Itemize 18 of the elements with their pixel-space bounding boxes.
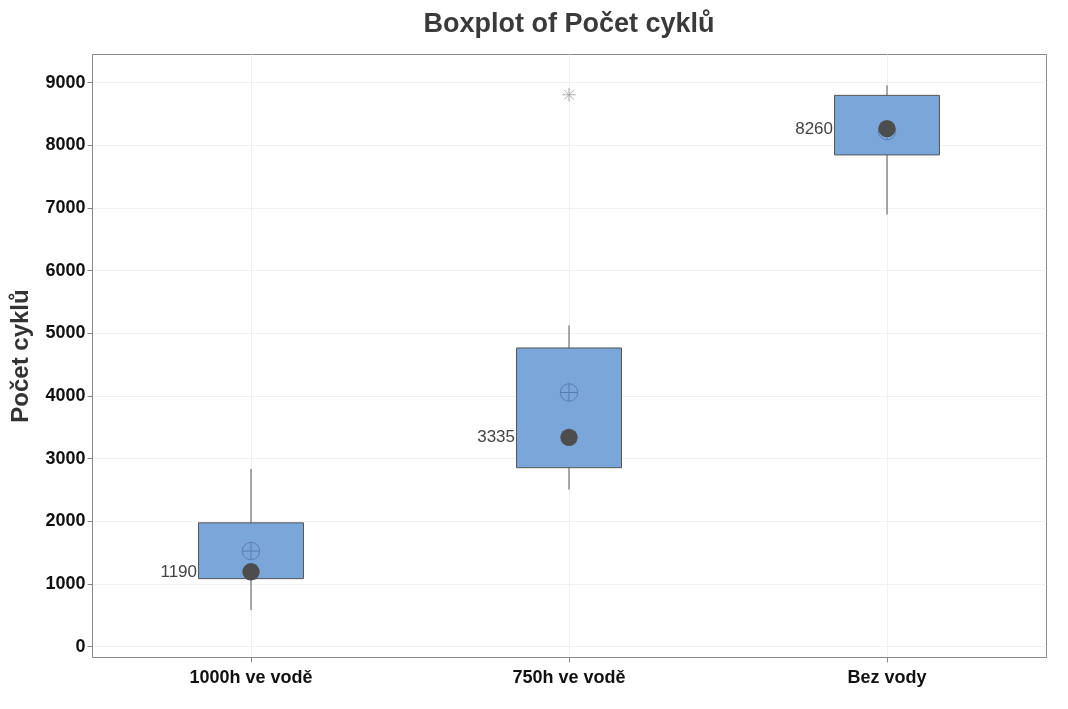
annotation: 3335 xyxy=(477,427,515,447)
y-tick-label: 1000 xyxy=(45,573,86,594)
y-axis-title: Počet cyklů xyxy=(6,289,34,423)
y-tick-label: 2000 xyxy=(45,510,86,531)
y-tick-label: 9000 xyxy=(45,71,86,92)
y-tick-label: 3000 xyxy=(45,447,86,468)
y-tick-label: 5000 xyxy=(45,322,86,343)
chart-title: Boxplot of Počet cyklů xyxy=(423,8,715,38)
y-tick-label: 0 xyxy=(75,635,86,656)
y-tick-label: 4000 xyxy=(45,385,86,406)
x-tick-label: 750h ve vodě xyxy=(512,666,626,687)
x-tick-label: 1000h ve vodě xyxy=(189,666,313,687)
annotation: 1190 xyxy=(160,561,197,581)
y-tick-label: 6000 xyxy=(45,259,86,280)
y-tick-label: 7000 xyxy=(45,197,86,218)
y-tick-label: 8000 xyxy=(45,134,86,155)
x-tick-label: Bez vody xyxy=(847,666,927,687)
annotation: 8260 xyxy=(795,118,833,138)
